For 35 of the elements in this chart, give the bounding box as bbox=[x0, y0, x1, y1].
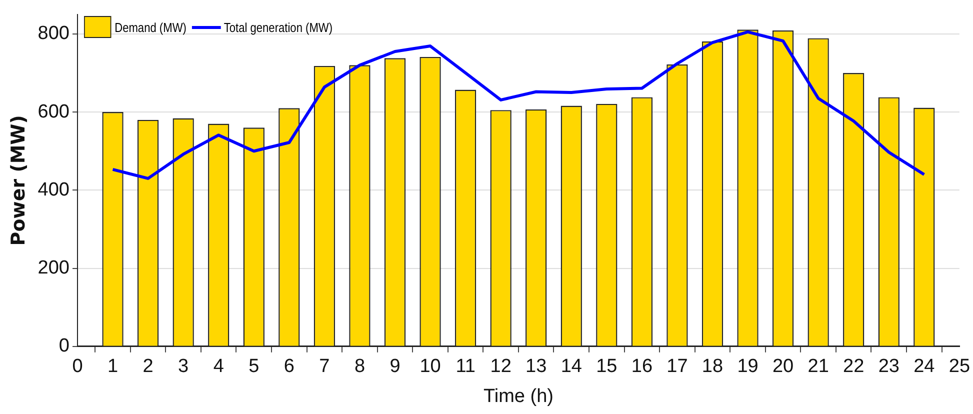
x-tick-label: 5 bbox=[248, 356, 260, 378]
x-tick-label: 22 bbox=[843, 356, 864, 378]
x-tick-label: 21 bbox=[808, 356, 829, 378]
y-tick-label: 400 bbox=[38, 179, 70, 200]
x-tick-label: 18 bbox=[702, 356, 724, 378]
x-axis-title: Time (h) bbox=[483, 386, 554, 407]
x-tick-label: 14 bbox=[560, 356, 582, 378]
x-tick-label: 1 bbox=[107, 356, 118, 378]
x-tick-label: 2 bbox=[142, 356, 154, 378]
x-tick-label: 23 bbox=[878, 356, 900, 378]
legend-label: Demand (MW) bbox=[114, 20, 186, 35]
x-tick-label: 24 bbox=[914, 356, 936, 378]
x-tick-label: 25 bbox=[948, 356, 970, 378]
x-tick-label: 4 bbox=[213, 356, 224, 378]
legend-label: Total generation (MW) bbox=[223, 20, 332, 35]
y-axis-title: Power (MW) bbox=[7, 115, 30, 246]
x-tick-label: 9 bbox=[390, 356, 400, 378]
x-tick-label: 17 bbox=[666, 356, 688, 378]
x-tick-label: 0 bbox=[72, 356, 83, 378]
y-tick-label: 200 bbox=[38, 258, 70, 279]
x-tick-label: 15 bbox=[596, 356, 618, 378]
x-tick-label: 8 bbox=[354, 356, 366, 378]
y-tick-label: 600 bbox=[38, 101, 70, 122]
x-tick-label: 19 bbox=[737, 356, 758, 378]
x-tick-label: 20 bbox=[772, 356, 794, 378]
x-tick-label: 11 bbox=[456, 356, 476, 378]
x-tick-label: 6 bbox=[284, 356, 294, 378]
x-tick-label: 10 bbox=[420, 356, 441, 378]
x-tick-label: 3 bbox=[178, 356, 189, 378]
x-tick-label: 13 bbox=[526, 356, 547, 378]
y-tick-label: 800 bbox=[38, 23, 70, 44]
x-tick-label: 7 bbox=[319, 356, 330, 378]
x-tick-label: 12 bbox=[490, 356, 512, 378]
y-tick-label: 0 bbox=[58, 336, 70, 357]
x-tick-label: 16 bbox=[631, 356, 653, 378]
